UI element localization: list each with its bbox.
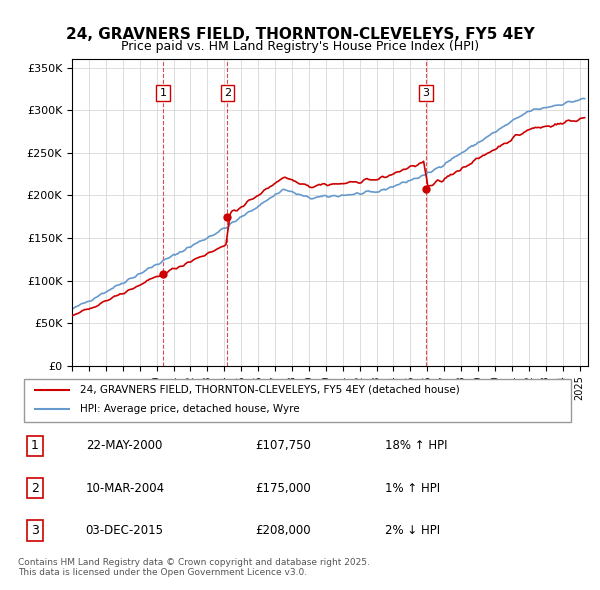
Text: 24, GRAVNERS FIELD, THORNTON-CLEVELEYS, FY5 4EY: 24, GRAVNERS FIELD, THORNTON-CLEVELEYS, … [65, 27, 535, 41]
Text: 3: 3 [31, 524, 39, 537]
Text: £107,750: £107,750 [255, 440, 311, 453]
Text: 03-DEC-2015: 03-DEC-2015 [86, 524, 164, 537]
Text: 2: 2 [224, 88, 231, 98]
Text: £208,000: £208,000 [255, 524, 311, 537]
Text: £175,000: £175,000 [255, 481, 311, 495]
Text: 10-MAR-2004: 10-MAR-2004 [86, 481, 165, 495]
Text: 3: 3 [422, 88, 430, 98]
Text: Contains HM Land Registry data © Crown copyright and database right 2025.
This d: Contains HM Land Registry data © Crown c… [18, 558, 370, 577]
Text: 24, GRAVNERS FIELD, THORNTON-CLEVELEYS, FY5 4EY (detached house): 24, GRAVNERS FIELD, THORNTON-CLEVELEYS, … [80, 385, 460, 395]
Text: 1: 1 [160, 88, 167, 98]
Text: 2% ↓ HPI: 2% ↓ HPI [385, 524, 440, 537]
Text: 18% ↑ HPI: 18% ↑ HPI [385, 440, 447, 453]
Text: Price paid vs. HM Land Registry's House Price Index (HPI): Price paid vs. HM Land Registry's House … [121, 40, 479, 53]
Text: 2: 2 [31, 481, 39, 495]
Text: 1% ↑ HPI: 1% ↑ HPI [385, 481, 440, 495]
Text: 22-MAY-2000: 22-MAY-2000 [86, 440, 162, 453]
Text: HPI: Average price, detached house, Wyre: HPI: Average price, detached house, Wyre [80, 405, 299, 414]
Text: 1: 1 [31, 440, 39, 453]
FancyBboxPatch shape [23, 379, 571, 422]
